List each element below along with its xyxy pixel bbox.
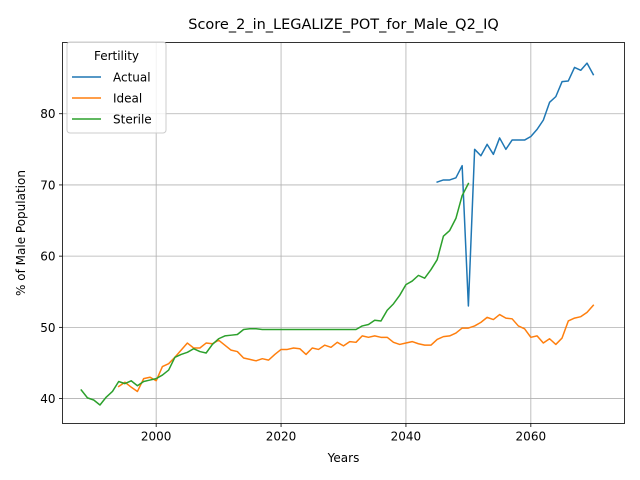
x-tick-label: 2000 (141, 430, 172, 444)
x-tick-label: 2020 (266, 430, 297, 444)
legend-title: Fertility (94, 49, 139, 63)
series-lines (80, 62, 595, 406)
ticks: 2000 2020 2040 2060 40 50 60 70 80 (40, 107, 546, 443)
legend-box (66, 41, 167, 134)
legend-label-actual: Actual (113, 71, 151, 85)
y-tick-label: 60 (40, 250, 55, 264)
y-tick-label: 40 (40, 392, 55, 406)
x-tick-label: 2040 (391, 430, 422, 444)
chart-title: Score_2_in_LEGALIZE_POT_for_Male_Q2_IQ (188, 17, 499, 33)
plot-frame (62, 42, 625, 424)
x-axis-label: Years (327, 451, 360, 465)
series-line-ideal (117, 304, 595, 393)
y-tick-label: 50 (40, 321, 55, 335)
grid (62, 42, 625, 424)
series-line-sterile (80, 182, 470, 406)
legend-label-sterile: Sterile (113, 113, 152, 127)
x-tick-label: 2060 (516, 430, 547, 444)
y-tick-label: 70 (40, 178, 55, 192)
y-tick-label: 80 (40, 107, 55, 121)
y-axis-label: % of Male Population (14, 170, 28, 296)
series-line-actual (436, 62, 595, 307)
legend-label-ideal: Ideal (113, 92, 142, 106)
legend: Fertility Actual Ideal Sterile (66, 41, 167, 134)
